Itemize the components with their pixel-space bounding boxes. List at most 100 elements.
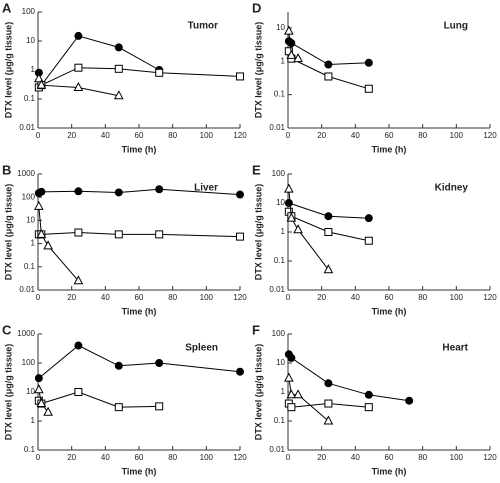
series-line [288, 189, 329, 271]
y-tick-label: 0.1 [24, 445, 36, 454]
x-tick-label: 40 [351, 131, 360, 140]
panel-title: Kidney [435, 183, 469, 194]
y-tick-label: 0.1 [274, 90, 286, 99]
y-tick-label: 1 [281, 387, 286, 396]
x-tick-label: 80 [168, 131, 177, 140]
x-tick-label: 80 [418, 293, 427, 302]
panel-letter: A [2, 0, 12, 15]
marker-circle [74, 31, 83, 40]
y-tick-label: 100 [272, 329, 286, 338]
x-tick-label: 20 [67, 293, 76, 302]
y-tick-label: 100 [22, 192, 36, 201]
y-tick-label: 1000 [17, 169, 35, 178]
y-tick-label: 10 [26, 36, 35, 45]
x-tick-label: 60 [385, 131, 394, 140]
x-axis-label: Time (h) [122, 306, 157, 316]
panel-letter: B [2, 162, 11, 177]
marker-triangle [36, 228, 47, 238]
marker-circle [114, 188, 123, 197]
y-tick-label: 0.1 [274, 416, 286, 425]
marker-circle [284, 199, 293, 207]
x-tick-label: 0 [286, 131, 291, 140]
marker-circle [34, 374, 43, 383]
marker-square [114, 230, 123, 239]
x-tick-label: 40 [351, 293, 360, 302]
marker-triangle [34, 73, 44, 83]
y-tick-label: 1 [281, 56, 286, 65]
marker-circle [236, 367, 244, 376]
y-axis-label: DTX level (μg/g tissue) [3, 22, 13, 119]
marker-square [74, 228, 83, 237]
marker-square [287, 403, 296, 412]
x-axis-label: Time (h) [122, 144, 157, 154]
marker-square [324, 228, 333, 236]
marker-square [364, 403, 373, 412]
x-tick-label: 0 [36, 131, 41, 140]
marker-circle [324, 60, 333, 69]
y-tick-label: 0.01 [19, 123, 35, 132]
x-tick-label: 100 [450, 453, 464, 462]
marker-triangle [286, 212, 297, 222]
x-tick-label: 20 [317, 453, 326, 462]
chart-panel: E Kidney Time (h) DTX level (μg/g tissue) 0.… [252, 162, 497, 316]
marker-square [155, 68, 164, 77]
panel-letter: D [252, 0, 261, 15]
y-tick-label: 10 [26, 216, 35, 225]
marker-square [114, 403, 123, 412]
x-tick-label: 100 [200, 131, 214, 140]
x-tick-label: 120 [233, 131, 247, 140]
y-axis-label: DTX level (μg/g tissue) [253, 184, 263, 281]
marker-triangle [323, 415, 334, 425]
marker-triangle [293, 53, 303, 63]
y-tick-label: 0.1 [24, 262, 36, 271]
y-tick-label: 0.01 [269, 123, 285, 132]
marker-triangle [293, 224, 303, 234]
panel-title: Spleen [185, 343, 218, 354]
x-tick-label: 60 [135, 131, 144, 140]
x-tick-label: 60 [135, 293, 144, 302]
x-tick-label: 0 [36, 453, 41, 462]
x-tick-label: 0 [286, 453, 291, 462]
marker-triangle [284, 372, 294, 382]
marker-triangle [113, 90, 124, 100]
marker-triangle [73, 81, 84, 91]
marker-triangle [286, 389, 297, 399]
x-tick-label: 20 [317, 131, 326, 140]
panel-letter: E [252, 162, 261, 177]
y-tick-label: 100 [22, 358, 36, 367]
marker-triangle [36, 397, 47, 408]
chart-panel: A Tumor Time (h) DTX level (μg/g tissue) 0.0… [2, 0, 247, 154]
chart-panel: F Heart Time (h) DTX level (μg/g tissue) 0.0… [252, 322, 497, 476]
x-tick-label: 80 [168, 453, 177, 462]
marker-circle [324, 212, 333, 221]
panel-title: Liver [194, 183, 218, 194]
marker-circle [236, 190, 244, 199]
panel-title: Heart [442, 343, 468, 354]
series-line [38, 231, 241, 238]
x-tick-label: 80 [418, 131, 427, 140]
x-tick-label: 60 [135, 453, 144, 462]
x-tick-label: 0 [286, 293, 291, 302]
marker-square [155, 230, 164, 239]
y-tick-label: 10 [276, 198, 285, 207]
marker-triangle [284, 25, 294, 35]
x-axis-label: Time (h) [122, 466, 157, 476]
marker-triangle [284, 183, 294, 193]
x-tick-label: 40 [101, 453, 110, 462]
y-tick-label: 1 [281, 227, 286, 236]
x-tick-label: 40 [351, 453, 360, 462]
y-axis-label: DTX level (μg/g tissue) [253, 22, 263, 119]
chart-panel: B Liver Time (h) DTX level (μg/g tissue) 0.0… [2, 162, 247, 316]
y-tick-label: 10 [276, 23, 285, 32]
series-line [38, 67, 241, 88]
marker-triangle [286, 49, 297, 59]
series-line [288, 354, 410, 402]
marker-square [324, 72, 333, 81]
marker-triangle [43, 240, 53, 250]
marker-triangle [36, 79, 47, 89]
marker-circle [324, 379, 333, 388]
marker-circle [364, 58, 373, 67]
marker-circle [74, 341, 83, 350]
chart-panel: C Spleen Time (h) DTX level (μg/g tissue) 0.… [2, 322, 247, 476]
